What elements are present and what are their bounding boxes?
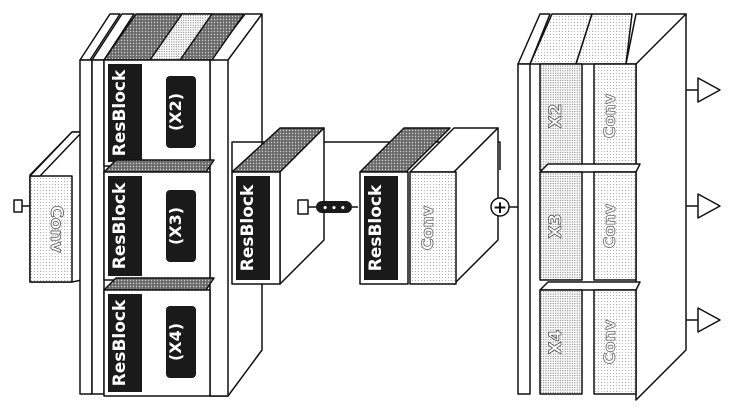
head-row-1-conv: Conv [600,93,619,138]
head-row-2: X3 Conv [539,163,641,281]
middle-block-b-label: ResBlock [366,184,386,271]
head-row-2-scale: X3 [546,214,566,239]
sum-label: + [493,198,507,218]
head-row-1: X2 Conv [539,63,637,171]
head-row-1-scale: X2 [546,104,566,129]
sum-icon: + [490,197,520,218]
encoder-block-1-label: ResBlock [110,69,130,156]
middle-block-b: ResBlock [359,127,451,285]
head-row-3: X4 Conv [539,281,641,395]
output-arrow-2 [686,193,721,219]
middle-block-a: ResBlock [231,127,325,285]
encoder-block-2-label: ResBlock [110,182,130,269]
output-arrow-3 [686,307,721,333]
encoder-block-1: ResBlock (X2) [103,13,245,167]
encoder-block-3-label: ResBlock [110,299,130,386]
ellipsis-connector: • • • [297,199,358,215]
head-row-3-conv: Conv [600,319,619,364]
input-marker-icon [13,199,23,213]
encoder-block-2-repeat: (X3) [166,207,185,245]
input-conv-block: Conv [29,131,83,283]
middle-block-a-label: ResBlock [238,184,258,271]
middle-frame [231,141,501,172]
input-conv-label: Conv [46,205,66,252]
head-row-3-scale: X4 [546,329,566,354]
middle-conv-block: Conv [409,127,499,285]
head-row-2-conv: Conv [600,203,619,248]
encoder-block-1-repeat: (X2) [166,93,185,131]
middle-conv-label: Conv [418,205,437,250]
output-arrow-1 [686,77,721,103]
ellipsis-label: • • • [322,204,346,214]
encoder-block-3: ResBlock (X4) [103,277,215,397]
encoder-block-3-repeat: (X4) [166,323,185,361]
encoder-block-2: ResBlock (X3) [103,159,215,281]
head-panel [517,13,687,401]
